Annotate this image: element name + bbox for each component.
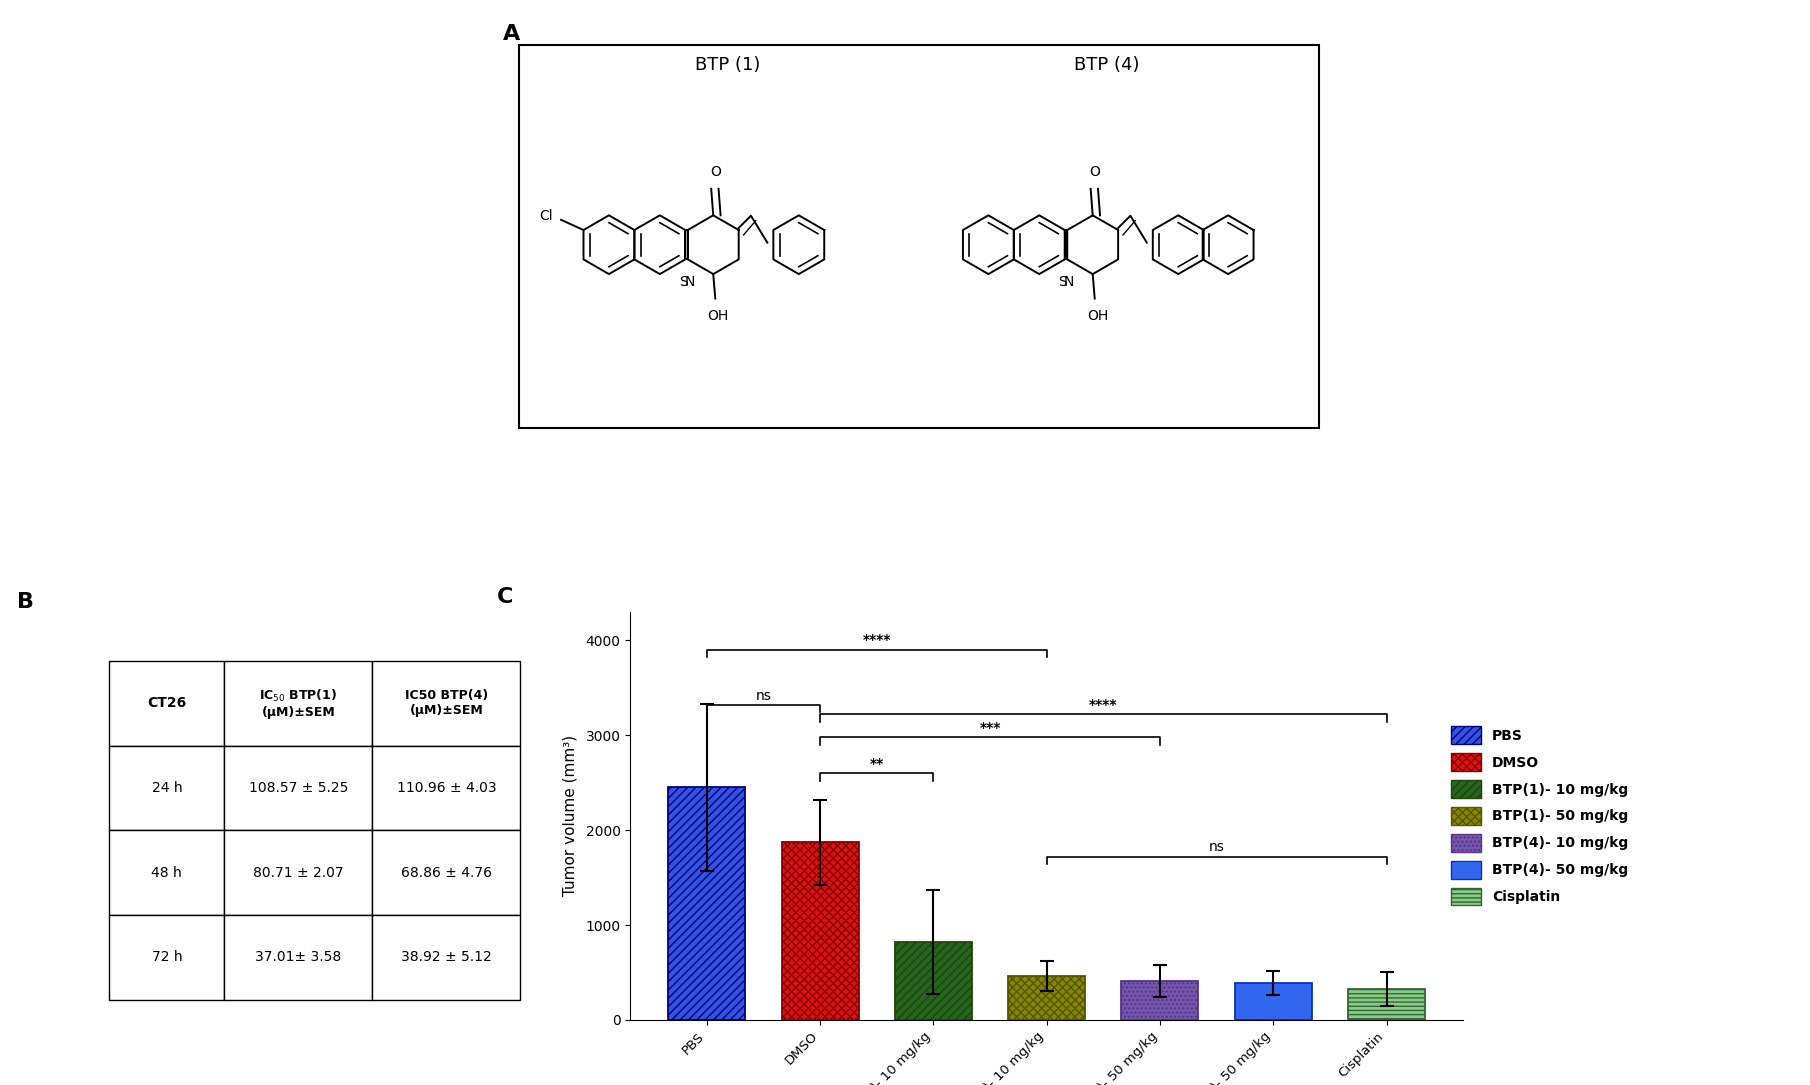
Text: 110.96 ± 4.03: 110.96 ± 4.03 <box>396 781 496 795</box>
Text: ***: *** <box>979 720 1001 735</box>
Text: B: B <box>16 591 34 612</box>
Text: ns: ns <box>1209 840 1225 854</box>
Text: OH: OH <box>708 309 729 322</box>
Bar <box>1122 981 1198 1020</box>
Bar <box>668 788 746 1020</box>
Text: C: C <box>498 587 514 608</box>
Text: BTP (4): BTP (4) <box>1073 56 1140 74</box>
Bar <box>109 745 224 830</box>
Text: ****: **** <box>863 634 891 648</box>
Text: S: S <box>679 275 688 289</box>
Text: A: A <box>503 24 519 44</box>
Text: **: ** <box>869 757 883 770</box>
Text: N: N <box>684 275 695 289</box>
Text: OH: OH <box>1088 309 1108 322</box>
Text: 72 h: 72 h <box>152 950 183 965</box>
Y-axis label: Tumor volume (mm³): Tumor volume (mm³) <box>563 736 577 896</box>
Text: 24 h: 24 h <box>152 781 183 795</box>
Bar <box>224 830 373 915</box>
Text: 68.86 ± 4.76: 68.86 ± 4.76 <box>400 866 492 880</box>
Text: 80.71 ± 2.07: 80.71 ± 2.07 <box>253 866 344 880</box>
Text: Cl: Cl <box>539 208 552 222</box>
Text: ns: ns <box>755 689 771 702</box>
Text: 108.57 ± 5.25: 108.57 ± 5.25 <box>248 781 348 795</box>
Text: 48 h: 48 h <box>152 866 183 880</box>
Bar <box>1234 983 1312 1020</box>
Text: N: N <box>1064 275 1075 289</box>
Bar <box>373 661 519 745</box>
Legend: PBS, DMSO, BTP(1)- 10 mg/kg, BTP(1)- 50 mg/kg, BTP(4)- 10 mg/kg, BTP(4)- 50 mg/k: PBS, DMSO, BTP(1)- 10 mg/kg, BTP(1)- 50 … <box>1444 720 1634 911</box>
Bar <box>109 661 224 745</box>
Text: ****: **** <box>1090 698 1117 712</box>
Text: S: S <box>1059 275 1068 289</box>
Text: CT26: CT26 <box>147 697 186 711</box>
Bar <box>224 661 373 745</box>
Bar <box>224 745 373 830</box>
Bar <box>782 842 858 1020</box>
Bar <box>109 830 224 915</box>
Bar <box>109 915 224 999</box>
Bar <box>1348 988 1424 1020</box>
Text: IC$_{50}$ BTP(1)
(μM)±SEM: IC$_{50}$ BTP(1) (μM)±SEM <box>259 688 337 718</box>
Text: O: O <box>710 165 720 179</box>
Bar <box>224 915 373 999</box>
Text: 37.01± 3.58: 37.01± 3.58 <box>255 950 342 965</box>
Bar <box>1008 976 1086 1020</box>
Bar <box>373 830 519 915</box>
Bar <box>373 745 519 830</box>
Text: O: O <box>1090 165 1100 179</box>
Text: 38.92 ± 5.12: 38.92 ± 5.12 <box>402 950 492 965</box>
Bar <box>894 942 972 1020</box>
Text: IC50 BTP(4)
(μM)±SEM: IC50 BTP(4) (μM)±SEM <box>405 689 489 717</box>
Text: BTP (1): BTP (1) <box>695 56 760 74</box>
Bar <box>373 915 519 999</box>
